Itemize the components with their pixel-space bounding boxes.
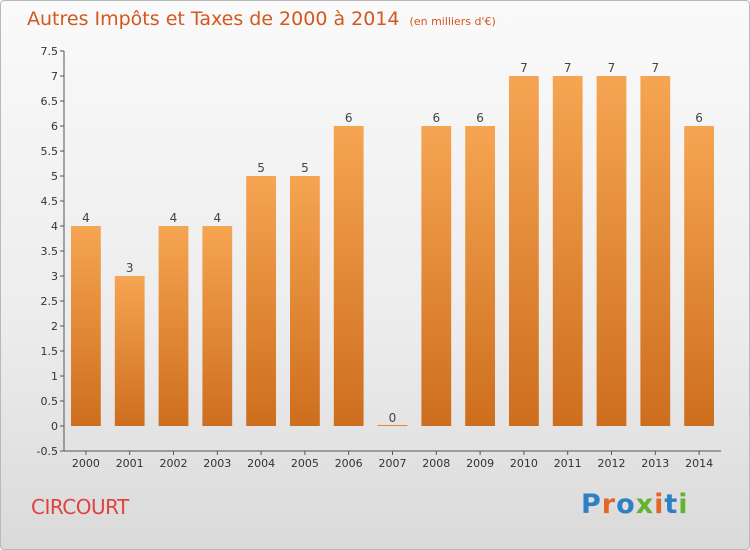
chart-title-text: Autres Impôts et Taxes de 2000 à 2014 — [27, 8, 400, 30]
y-tick-label: 1.5 — [41, 345, 59, 358]
logo-letter: r — [601, 489, 617, 520]
bar-2012 — [596, 76, 627, 426]
x-tick-label-2003: 2003 — [203, 457, 231, 470]
bar-2001 — [114, 276, 145, 426]
y-tick-label: 7.5 — [41, 45, 59, 58]
bar-2009 — [465, 126, 495, 426]
y-tick-label: 2.5 — [41, 295, 59, 308]
y-tick-label: 6 — [51, 120, 58, 133]
data-label-2006: 6 — [345, 111, 353, 125]
bar-2008 — [421, 126, 452, 426]
data-label-2011: 7 — [564, 61, 572, 75]
x-tick-label-2007: 2007 — [379, 457, 407, 470]
chart-title: Autres Impôts et Taxes de 2000 à 2014 (e… — [27, 8, 496, 30]
data-label-2013: 7 — [651, 61, 659, 75]
x-tick-label-2011: 2011 — [554, 457, 582, 470]
y-tick-label: 3 — [51, 270, 58, 283]
y-tick-label: 6.5 — [41, 95, 59, 108]
y-tick-label: 5.5 — [41, 145, 59, 158]
logo-letter: i — [654, 489, 665, 520]
bar-2000 — [71, 226, 101, 426]
x-tick-label-2002: 2002 — [160, 457, 188, 470]
data-label-2005: 5 — [301, 161, 309, 175]
x-tick-label-2013: 2013 — [641, 457, 669, 470]
data-label-2014: 6 — [695, 111, 703, 125]
bar-2010 — [509, 76, 539, 426]
chart-unit: (en milliers d'€) — [409, 15, 496, 28]
bar-2013 — [640, 76, 671, 426]
bar-2011 — [552, 76, 583, 426]
y-tick-label: 4.5 — [41, 195, 59, 208]
bar-2007 — [377, 425, 408, 426]
y-tick-label: 4 — [51, 220, 58, 233]
x-tick-label-2000: 2000 — [72, 457, 100, 470]
bar-2014 — [684, 126, 714, 426]
data-label-2008: 6 — [432, 111, 440, 125]
data-label-2001: 3 — [126, 261, 134, 275]
data-label-2004: 5 — [257, 161, 265, 175]
y-tick-label: 1 — [51, 370, 58, 383]
commune-name: CIRCOURT — [31, 495, 129, 519]
bar-2003 — [202, 226, 233, 426]
logo-letter: i — [678, 489, 689, 520]
bar-2004 — [246, 176, 276, 426]
y-tick-label: 7 — [51, 70, 58, 83]
bar-2002 — [158, 226, 189, 426]
x-tick-label-2006: 2006 — [335, 457, 363, 470]
logo-letter: P — [581, 489, 602, 520]
bar-2006 — [333, 126, 364, 426]
x-tick-label-2012: 2012 — [598, 457, 626, 470]
x-tick-label-2004: 2004 — [247, 457, 275, 470]
y-tick-label: 5 — [51, 170, 58, 183]
y-tick-label: 2 — [51, 320, 58, 333]
logo-letter: t — [664, 489, 679, 520]
x-tick-label-2010: 2010 — [510, 457, 538, 470]
y-tick-label: 0 — [51, 420, 58, 433]
x-tick-label-2009: 2009 — [466, 457, 494, 470]
proxiti-logo: Proxiti — [581, 489, 689, 520]
logo-letter: o — [616, 489, 636, 520]
data-label-2000: 4 — [82, 211, 90, 225]
bar-2005 — [290, 176, 320, 426]
x-tick-label-2008: 2008 — [422, 457, 450, 470]
y-tick-label: -0.5 — [37, 445, 58, 458]
y-tick-label: 0.5 — [41, 395, 59, 408]
data-label-2012: 7 — [608, 61, 616, 75]
logo-letter: x — [635, 489, 655, 520]
data-label-2002: 4 — [170, 211, 178, 225]
data-label-2003: 4 — [213, 211, 221, 225]
x-tick-label-2014: 2014 — [685, 457, 713, 470]
data-label-2007: 0 — [389, 411, 397, 425]
data-label-2010: 7 — [520, 61, 528, 75]
x-tick-label-2001: 2001 — [116, 457, 144, 470]
x-tick-label-2005: 2005 — [291, 457, 319, 470]
y-tick-label: 3.5 — [41, 245, 59, 258]
data-label-2009: 6 — [476, 111, 484, 125]
